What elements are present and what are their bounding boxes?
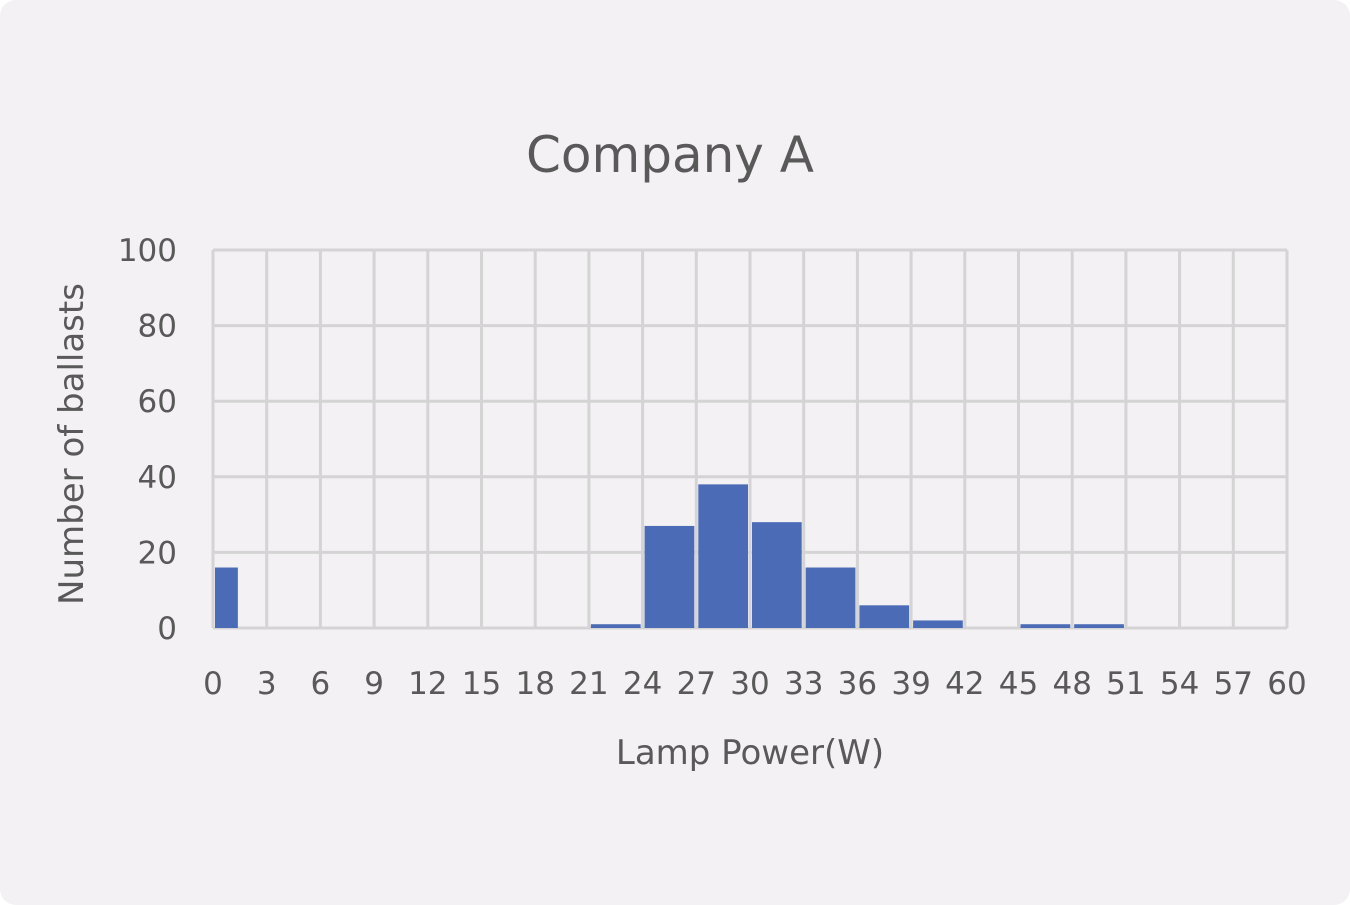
x-tick-label: 6 [311,666,331,702]
y-tick-label: 60 [138,384,177,420]
y-axis-label: Number of ballasts [52,283,92,605]
x-axis-ticks: 0 3 6 9 12 15 18 21 24 27 30 33 36 39 42 45 48 51 54 57 60 [203,666,1307,702]
grid [211,248,1289,630]
x-tick-label: 54 [1160,666,1199,702]
x-tick-label: 21 [569,666,608,702]
x-tick-label: 0 [203,666,223,702]
histogram-bar [1020,624,1071,628]
x-tick-label: 3 [257,666,277,702]
x-tick-label: 33 [784,666,823,702]
histogram-bar [805,567,856,628]
x-tick-label: 60 [1267,666,1306,702]
x-tick-label: 30 [730,666,769,702]
y-tick-label: 20 [138,535,177,571]
y-tick-label: 40 [138,460,177,496]
x-tick-label: 57 [1214,666,1253,702]
x-tick-label: 24 [623,666,662,702]
x-tick-label: 39 [891,666,930,702]
x-tick-label: 42 [945,666,984,702]
x-tick-label: 45 [999,666,1038,702]
x-tick-label: 12 [408,666,447,702]
x-axis-label: Lamp Power(W) [616,733,884,773]
x-tick-label: 27 [677,666,716,702]
histogram-bar [913,620,963,628]
histogram-bar [215,567,238,628]
x-tick-label: 48 [1052,666,1091,702]
x-tick-label: 36 [838,666,877,702]
x-tick-label: 9 [364,666,384,702]
histogram-bar [1074,624,1124,628]
bars [215,484,1124,628]
x-tick-label: 18 [515,666,554,702]
histogram-bar [590,624,641,628]
y-tick-label: 100 [118,233,177,269]
x-tick-label: 15 [462,666,501,702]
y-tick-label: 0 [157,611,177,647]
chart-title: Company A [526,126,814,184]
histogram-bar [698,484,748,628]
y-axis-ticks: 0 20 40 60 80 100 [118,233,177,647]
histogram-bar [644,525,695,628]
y-tick-label: 80 [138,309,177,345]
histogram-bar [859,605,910,628]
x-tick-label: 51 [1106,666,1145,702]
histogram-bar [752,522,802,628]
